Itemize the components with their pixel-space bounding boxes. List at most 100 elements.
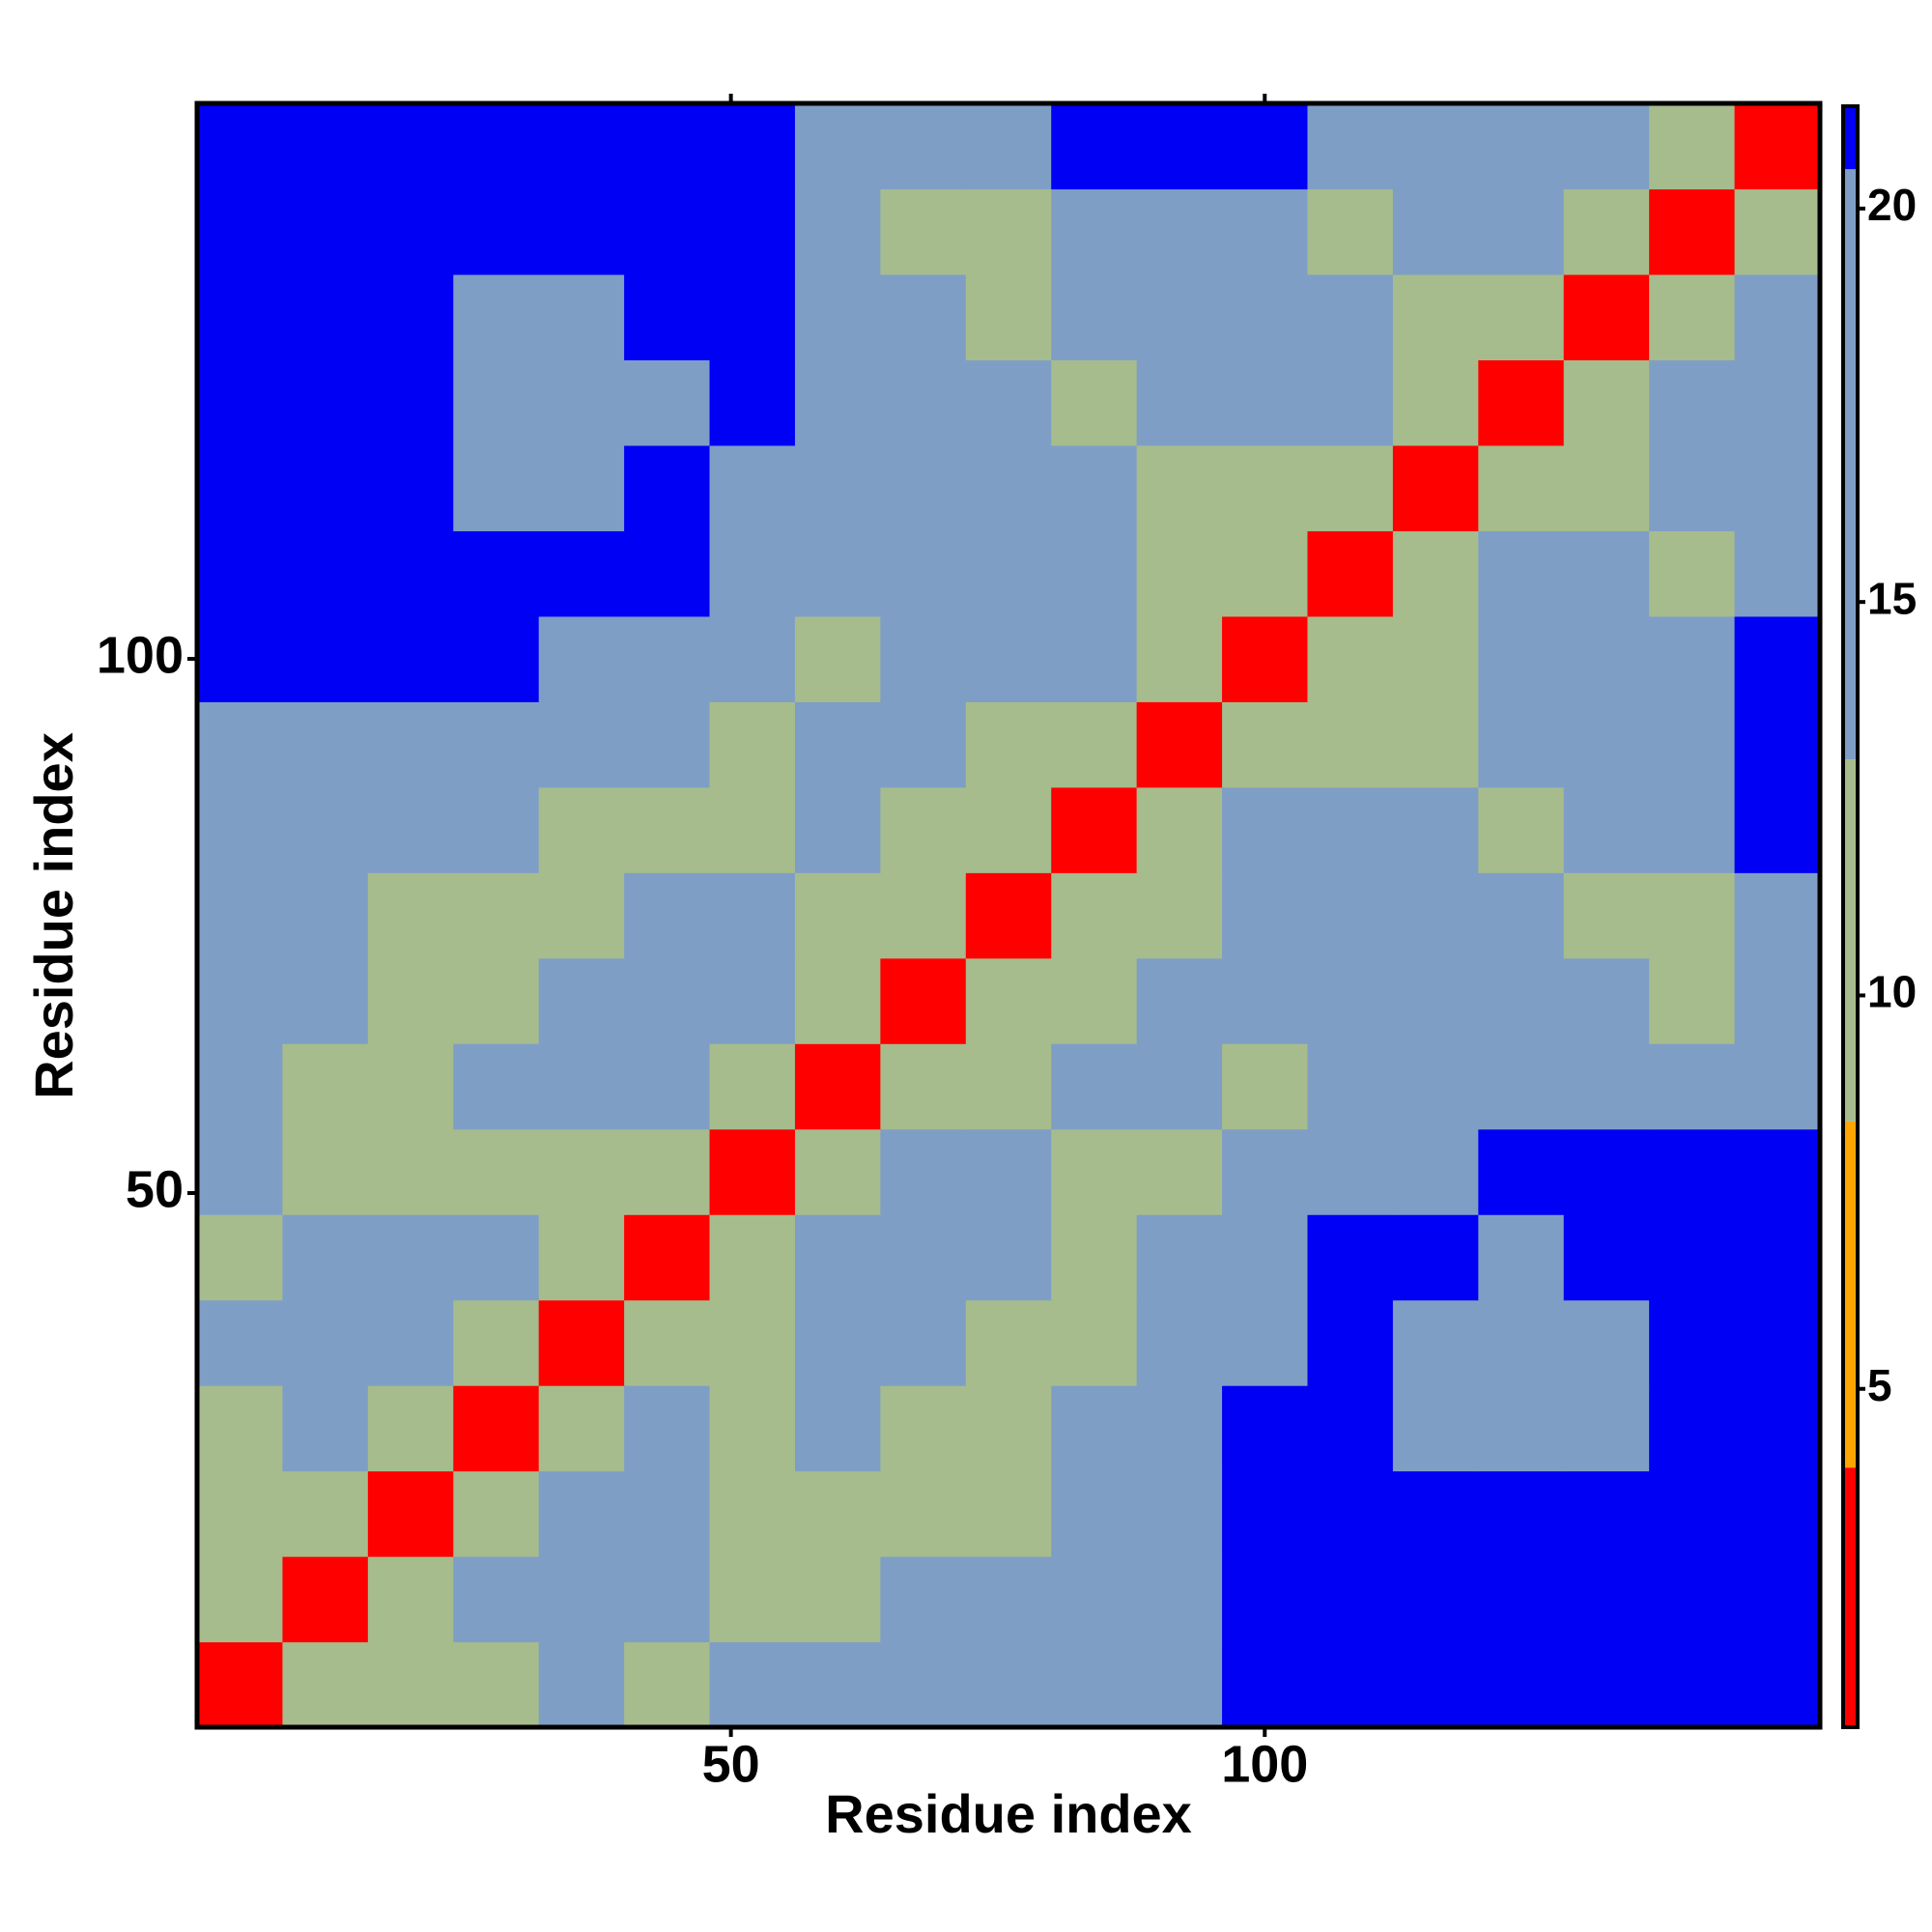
- cell: [1051, 1043, 1138, 1130]
- cell: [965, 1641, 1052, 1728]
- cell: [1478, 1556, 1565, 1643]
- cell: [1734, 188, 1821, 275]
- colorbar-level: [1843, 1121, 1858, 1468]
- cell: [965, 1128, 1052, 1215]
- cell: [1563, 359, 1650, 446]
- colorbar-level: [1843, 106, 1858, 170]
- cell: [709, 1043, 796, 1130]
- cell: [453, 444, 540, 531]
- cell: [1478, 444, 1565, 531]
- cell: [1649, 872, 1736, 959]
- cell: [709, 1214, 796, 1301]
- cell: [1734, 1214, 1821, 1301]
- cell: [1734, 1299, 1821, 1386]
- cell: [965, 188, 1052, 275]
- cell: [709, 444, 796, 531]
- cell: [197, 1385, 284, 1472]
- cell: [1222, 872, 1309, 959]
- cell: [1563, 1556, 1650, 1643]
- cell: [880, 273, 967, 361]
- y-axis-title: Residue index: [23, 732, 84, 1099]
- cell: [453, 530, 540, 617]
- cell: [453, 957, 540, 1044]
- cell: [624, 188, 711, 275]
- y-tick-label: 100: [97, 626, 184, 684]
- cell: [1734, 1043, 1821, 1130]
- cell: [880, 444, 967, 531]
- cell: [1734, 615, 1821, 702]
- cell: [1392, 188, 1479, 275]
- cell: [1051, 957, 1138, 1044]
- cell: [538, 273, 625, 361]
- cell: [1222, 1385, 1309, 1472]
- cell: [453, 359, 540, 446]
- cell: [1136, 701, 1223, 788]
- cell: [1563, 273, 1650, 361]
- cell: [1478, 530, 1565, 617]
- cell: [1136, 1385, 1223, 1472]
- cell: [794, 188, 881, 275]
- cell: [1136, 1641, 1223, 1728]
- cell: [1649, 1556, 1736, 1643]
- cell: [367, 872, 454, 959]
- cell: [1051, 1299, 1138, 1386]
- cell: [1392, 1470, 1479, 1557]
- cell: [453, 1641, 540, 1728]
- cell: [624, 957, 711, 1044]
- cell: [709, 1641, 796, 1728]
- colorbar-tick-label: 5: [1867, 1360, 1892, 1410]
- cell: [197, 188, 284, 275]
- cell: [367, 1128, 454, 1215]
- cell: [794, 957, 881, 1044]
- cell: [282, 444, 369, 531]
- cell: [453, 1470, 540, 1557]
- cell: [709, 786, 796, 873]
- cell: [794, 615, 881, 702]
- cell: [880, 1214, 967, 1301]
- cell: [1307, 872, 1394, 959]
- cell: [197, 103, 284, 190]
- cell: [1649, 188, 1736, 275]
- cell: [1307, 530, 1394, 617]
- cell: [794, 530, 881, 617]
- cell: [1649, 1470, 1736, 1557]
- cell: [453, 273, 540, 361]
- cell: [538, 1214, 625, 1301]
- cell: [1051, 1641, 1138, 1728]
- cell: [1734, 1641, 1821, 1728]
- cell: [1649, 1385, 1736, 1472]
- cell: [197, 1043, 284, 1130]
- cell: [1136, 1556, 1223, 1643]
- cell: [1222, 1214, 1309, 1301]
- cell: [1307, 273, 1394, 361]
- cell: [794, 1299, 881, 1386]
- cell: [1734, 1385, 1821, 1472]
- cell: [1307, 701, 1394, 788]
- x-axis-title: Residue index: [825, 1783, 1192, 1844]
- cell: [1392, 1556, 1479, 1643]
- cell: [1392, 615, 1479, 702]
- cell: [880, 1556, 967, 1643]
- colorbar-level: [1843, 169, 1858, 760]
- cell: [624, 103, 711, 190]
- cell: [965, 1043, 1052, 1130]
- cell: [794, 1043, 881, 1130]
- cell: [1734, 444, 1821, 531]
- cell: [1478, 615, 1565, 702]
- cell: [1563, 1641, 1650, 1728]
- cell: [1563, 1299, 1650, 1386]
- cell: [538, 1385, 625, 1472]
- cell: [1307, 1641, 1394, 1728]
- cell: [538, 1470, 625, 1557]
- colorbar-tick-label: 15: [1867, 573, 1917, 623]
- cell: [965, 615, 1052, 702]
- cell: [794, 872, 881, 959]
- cell: [367, 615, 454, 702]
- cell: [1051, 872, 1138, 959]
- cell: [965, 786, 1052, 873]
- cell: [1649, 957, 1736, 1044]
- cell: [282, 1470, 369, 1557]
- cell: [367, 786, 454, 873]
- cell: [453, 1128, 540, 1215]
- cell: [1563, 1470, 1650, 1557]
